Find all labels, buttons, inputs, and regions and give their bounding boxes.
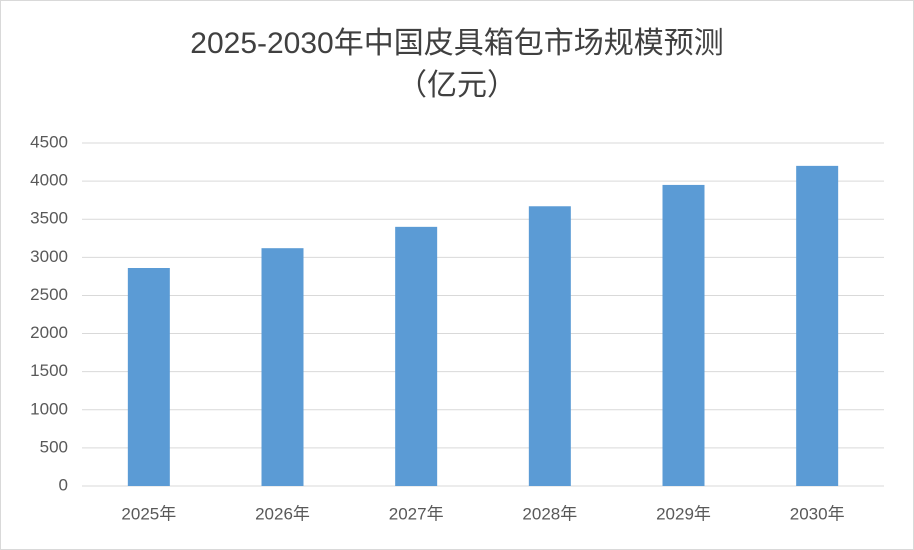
x-tick-label: 2026年 <box>255 504 310 523</box>
chart-title: 2025-2030年中国皮具箱包市场规模预测 <box>190 27 723 60</box>
chart-subtitle: （亿元） <box>397 69 517 102</box>
bar <box>127 268 170 486</box>
x-tick-label: 2028年 <box>522 504 577 523</box>
y-tick-label: 1500 <box>30 361 68 380</box>
y-tick-label: 1000 <box>30 399 68 418</box>
y-tick-label: 3000 <box>30 247 68 266</box>
bar <box>796 165 839 486</box>
x-tick-label: 2030年 <box>790 504 845 523</box>
bar <box>528 206 571 486</box>
y-tick-label: 4000 <box>30 171 68 190</box>
y-tick-label: 3500 <box>30 209 68 228</box>
y-tick-label: 2500 <box>30 285 68 304</box>
bar <box>662 184 705 486</box>
x-tick-label: 2027年 <box>389 504 444 523</box>
x-tick-label: 2029年 <box>656 504 711 523</box>
y-tick-label: 2000 <box>30 323 68 342</box>
y-tick-label: 500 <box>40 437 68 456</box>
bar <box>261 248 304 486</box>
bar <box>395 226 438 486</box>
y-tick-label: 4500 <box>30 132 68 151</box>
x-tick-label: 2025年 <box>121 504 176 523</box>
y-tick-label: 0 <box>59 475 68 494</box>
